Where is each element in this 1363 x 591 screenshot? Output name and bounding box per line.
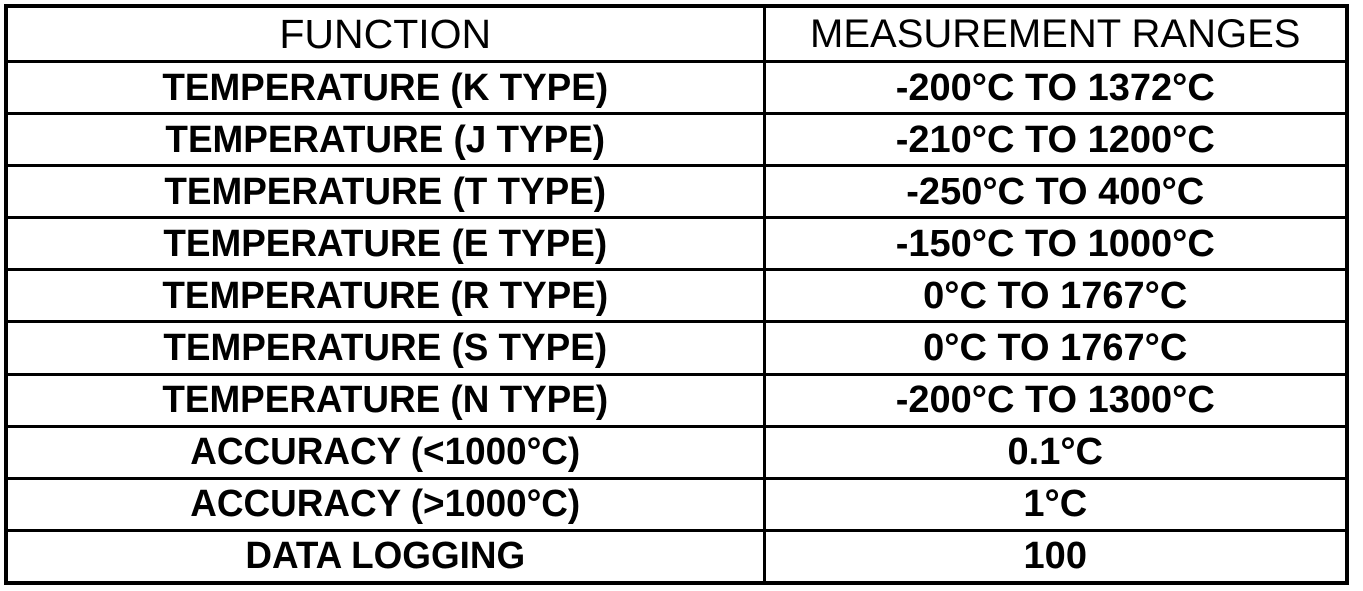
range-value: -200°C TO 1372°C — [895, 66, 1215, 109]
table-body: TEMPERATURE (K TYPE) -200°C TO 1372°C TE… — [6, 59, 1349, 585]
range-cell: 0.1°C — [762, 424, 1349, 480]
range-cell: -150°C TO 1000°C — [762, 216, 1349, 272]
function-label: TEMPERATURE (R TYPE) — [162, 274, 609, 317]
range-value: -150°C TO 1000°C — [895, 222, 1215, 265]
range-cell: 100 — [762, 528, 1349, 585]
function-cell: TEMPERATURE (R TYPE) — [15, 268, 755, 324]
column-header-function: FUNCTION — [4, 4, 766, 63]
range-cell: 1°C — [762, 476, 1349, 532]
function-cell: TEMPERATURE (N TYPE) — [15, 372, 755, 428]
range-cell: -210°C TO 1200°C — [762, 112, 1349, 168]
function-label: DATA LOGGING — [245, 535, 526, 578]
function-cell: TEMPERATURE (J TYPE) — [15, 112, 755, 168]
range-value: -200°C TO 1300°C — [895, 379, 1215, 422]
range-value: -250°C TO 400°C — [906, 170, 1205, 213]
function-label: TEMPERATURE (E TYPE) — [163, 222, 608, 265]
range-value: 0°C TO 1767°C — [923, 274, 1188, 317]
column-header-measurement-ranges-label: MEASUREMENT RANGES — [810, 12, 1301, 56]
range-value: 0°C TO 1767°C — [923, 327, 1188, 370]
table-header: FUNCTION MEASUREMENT RANGES — [4, 4, 1349, 63]
table-row: ACCURACY (<1000°C) 0.1°C — [6, 424, 1349, 480]
range-cell: -200°C TO 1300°C — [762, 372, 1349, 428]
function-label: ACCURACY (<1000°C) — [190, 431, 581, 474]
function-label: TEMPERATURE (J TYPE) — [165, 118, 606, 161]
range-value: 0.1°C — [1007, 431, 1103, 474]
range-value: 1°C — [1023, 483, 1088, 526]
table-row: ACCURACY (>1000°C) 1°C — [6, 476, 1349, 532]
range-cell: -200°C TO 1372°C — [762, 59, 1349, 116]
function-cell: TEMPERATURE (S TYPE) — [15, 320, 755, 376]
range-cell: 0°C TO 1767°C — [762, 268, 1349, 324]
range-value: -210°C TO 1200°C — [895, 118, 1215, 161]
range-cell: -250°C TO 400°C — [762, 164, 1349, 220]
table-row: TEMPERATURE (S TYPE) 0°C TO 1767°C — [6, 320, 1349, 376]
specification-table-container: FUNCTION MEASUREMENT RANGES TEMPERATURE … — [4, 4, 1349, 586]
table-row: DATA LOGGING 100 — [6, 528, 1349, 585]
function-cell: ACCURACY (<1000°C) — [15, 424, 755, 480]
range-cell: 0°C TO 1767°C — [762, 320, 1349, 376]
function-label: TEMPERATURE (K TYPE) — [162, 66, 609, 109]
table-row: TEMPERATURE (R TYPE) 0°C TO 1767°C — [6, 268, 1349, 324]
table-row: TEMPERATURE (E TYPE) -150°C TO 1000°C — [6, 216, 1349, 272]
table-row: TEMPERATURE (J TYPE) -210°C TO 1200°C — [6, 112, 1349, 168]
table-row: TEMPERATURE (N TYPE) -200°C TO 1300°C — [6, 372, 1349, 428]
specification-table: FUNCTION MEASUREMENT RANGES TEMPERATURE … — [4, 4, 1349, 585]
range-value: 100 — [1023, 535, 1087, 578]
function-cell: ACCURACY (>1000°C) — [15, 476, 755, 532]
function-label: ACCURACY (>1000°C) — [190, 483, 581, 526]
function-cell: TEMPERATURE (E TYPE) — [15, 216, 755, 272]
column-header-measurement-ranges: MEASUREMENT RANGES — [762, 4, 1349, 63]
column-header-function-label: FUNCTION — [279, 10, 492, 57]
function-label: TEMPERATURE (S TYPE) — [163, 327, 608, 370]
table-row: TEMPERATURE (T TYPE) -250°C TO 400°C — [6, 164, 1349, 220]
table-header-row: FUNCTION MEASUREMENT RANGES — [4, 4, 1349, 63]
function-label: TEMPERATURE (T TYPE) — [164, 170, 607, 213]
function-cell: TEMPERATURE (T TYPE) — [15, 164, 755, 220]
function-label: TEMPERATURE (N TYPE) — [162, 379, 609, 422]
function-cell: DATA LOGGING — [15, 528, 755, 585]
table-row: TEMPERATURE (K TYPE) -200°C TO 1372°C — [6, 59, 1349, 116]
function-cell: TEMPERATURE (K TYPE) — [15, 59, 755, 116]
